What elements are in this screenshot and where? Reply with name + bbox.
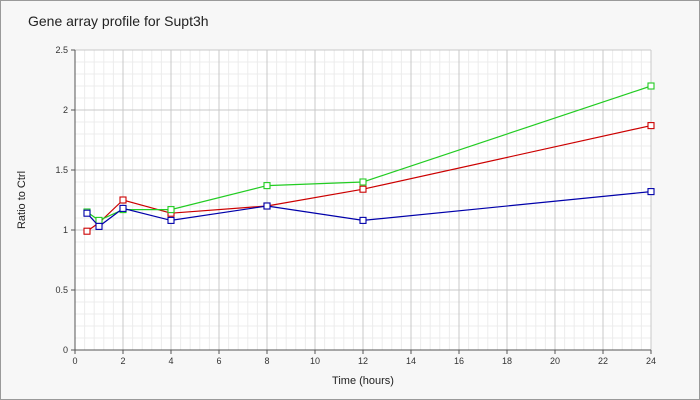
data-point-marker xyxy=(95,222,103,230)
x-tick-label: 20 xyxy=(550,356,560,366)
data-point-marker xyxy=(359,178,367,186)
chart-title: Gene array profile for Supt3h xyxy=(28,13,209,29)
x-tick-label: 16 xyxy=(454,356,464,366)
series-3 xyxy=(83,188,655,230)
data-point-marker xyxy=(359,216,367,224)
data-point-marker xyxy=(83,209,91,217)
x-tick-label: 24 xyxy=(646,356,656,366)
x-tick-label: 0 xyxy=(72,356,77,366)
y-tick-label: 0 xyxy=(63,345,68,355)
y-tick-label: 1 xyxy=(63,225,68,235)
x-tick-label: 6 xyxy=(216,356,221,366)
x-tick-labels: 0 2 4 6 8 10 12 14 16 18 20 22 24 xyxy=(72,350,656,366)
data-point-marker xyxy=(647,82,655,90)
y-tick-label: 2.5 xyxy=(55,45,68,55)
y-tick-label: 2 xyxy=(63,105,68,115)
data-point-marker xyxy=(359,185,367,193)
series-layer xyxy=(83,82,655,235)
data-point-marker xyxy=(167,216,175,224)
x-tick-label: 4 xyxy=(168,356,173,366)
x-tick-label: 12 xyxy=(358,356,368,366)
x-tick-label: 18 xyxy=(502,356,512,366)
y-axis-label: Ratio to Ctrl xyxy=(16,171,28,229)
x-tick-label: 10 xyxy=(310,356,320,366)
data-point-marker xyxy=(263,202,271,210)
data-point-marker xyxy=(83,227,91,235)
data-point-marker xyxy=(167,206,175,214)
x-axis-label: Time (hours) xyxy=(332,375,394,387)
data-point-marker xyxy=(647,122,655,130)
x-tick-label: 2 xyxy=(120,356,125,366)
y-tick-labels: 0 0.5 1 1.5 2 2.5 xyxy=(55,45,75,355)
data-point-marker xyxy=(647,188,655,196)
series-1 xyxy=(83,122,655,235)
x-tick-label: 22 xyxy=(598,356,608,366)
data-point-marker xyxy=(263,182,271,190)
y-tick-label: 0.5 xyxy=(55,285,68,295)
x-tick-label: 8 xyxy=(264,356,269,366)
data-point-marker xyxy=(95,216,103,224)
data-point-marker xyxy=(119,196,127,204)
data-point-marker xyxy=(119,204,127,212)
y-tick-label: 1.5 xyxy=(55,165,68,175)
x-tick-label: 14 xyxy=(406,356,416,366)
